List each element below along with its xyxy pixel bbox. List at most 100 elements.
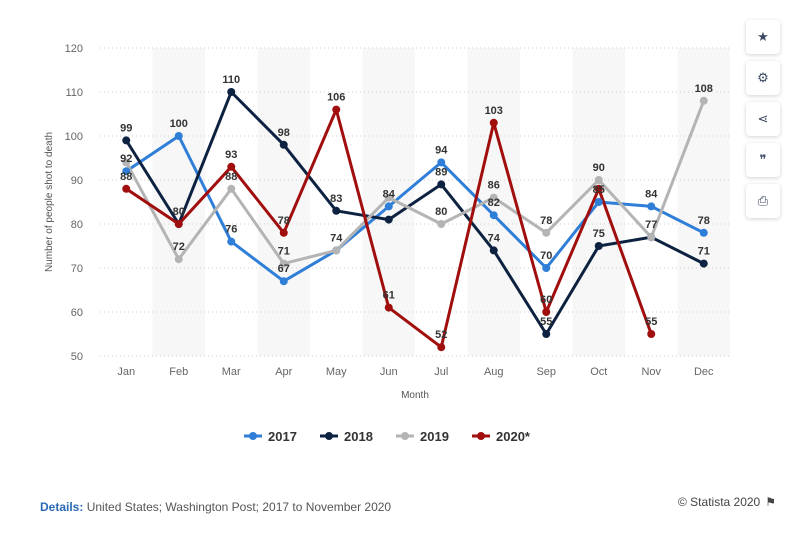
data-point[interactable] xyxy=(174,220,183,228)
y-tick-label: 110 xyxy=(65,87,83,99)
data-label: 84 xyxy=(383,188,396,200)
data-point[interactable] xyxy=(542,264,551,272)
y-tick-label: 60 xyxy=(71,307,83,319)
data-point[interactable] xyxy=(122,167,131,176)
x-tick-label: Oct xyxy=(590,366,607,378)
legend-swatch-marker xyxy=(401,432,409,440)
footer-details: Details: United States; Washington Post;… xyxy=(40,500,391,514)
data-point[interactable] xyxy=(542,308,551,316)
data-point[interactable] xyxy=(384,303,393,312)
data-label: 77 xyxy=(645,219,657,231)
data-point[interactable] xyxy=(122,184,131,193)
x-tick-label: Jan xyxy=(117,366,135,378)
data-point[interactable] xyxy=(489,118,498,127)
data-point[interactable] xyxy=(647,233,656,242)
data-point[interactable] xyxy=(227,184,236,193)
data-point[interactable] xyxy=(332,246,341,255)
data-point[interactable] xyxy=(699,228,708,237)
details-text: United States; Washington Post; 2017 to … xyxy=(86,500,392,514)
data-label: 60 xyxy=(540,294,552,306)
data-label: 67 xyxy=(278,263,290,275)
legend-swatch-marker xyxy=(249,432,257,440)
data-label: 70 xyxy=(540,250,552,262)
data-point[interactable] xyxy=(332,206,341,215)
data-point[interactable] xyxy=(437,180,446,189)
series-line-2018 xyxy=(124,90,705,336)
data-label: 74 xyxy=(488,232,501,244)
data-point[interactable] xyxy=(542,330,551,338)
legend-item-2017[interactable]: 2017 xyxy=(244,429,297,444)
legend-item-2018[interactable]: 2018 xyxy=(320,429,373,444)
data-point[interactable] xyxy=(227,162,236,171)
star-icon: ★ xyxy=(757,29,769,44)
data-point[interactable] xyxy=(384,202,393,211)
details-label: Details: xyxy=(40,500,84,514)
data-label: 61 xyxy=(383,290,395,302)
print-button[interactable]: ⎙ xyxy=(746,184,780,218)
data-label: 71 xyxy=(698,246,710,258)
data-point[interactable] xyxy=(489,193,498,202)
data-point[interactable] xyxy=(594,242,603,250)
data-point[interactable] xyxy=(174,255,183,264)
legend-item-2020[interactable]: 2020* xyxy=(472,429,531,444)
data-point[interactable] xyxy=(332,105,341,114)
quote-button[interactable]: ❞ xyxy=(746,143,780,177)
data-label: 85 xyxy=(593,184,605,196)
legend-label: 2018 xyxy=(344,429,373,444)
chart-toolbar: ★ ⚙ ⋖ ❞ ⎙ xyxy=(746,20,782,225)
legend-label: 2019 xyxy=(420,429,449,444)
data-point[interactable] xyxy=(542,228,551,237)
data-label: 78 xyxy=(278,215,290,227)
data-label: 93 xyxy=(225,149,237,161)
series-line-2017 xyxy=(125,134,705,283)
data-label: 89 xyxy=(435,166,447,178)
data-point[interactable] xyxy=(647,330,656,338)
data-label: 75 xyxy=(593,228,605,240)
data-point[interactable] xyxy=(279,140,288,149)
y-tick-label: 100 xyxy=(65,131,83,143)
data-label: 92 xyxy=(120,153,132,165)
data-label: 74 xyxy=(330,232,343,244)
print-icon: ⎙ xyxy=(757,193,769,208)
data-point[interactable] xyxy=(384,215,393,224)
data-label: 103 xyxy=(485,105,503,117)
data-label: 82 xyxy=(488,197,500,209)
data-point[interactable] xyxy=(699,259,708,268)
data-point[interactable] xyxy=(437,158,446,167)
data-point[interactable] xyxy=(647,202,656,211)
data-point[interactable] xyxy=(122,136,131,145)
x-tick-label: Aug xyxy=(484,366,504,378)
data-label: 100 xyxy=(170,118,188,130)
data-point[interactable] xyxy=(227,237,236,246)
data-point[interactable] xyxy=(227,88,236,96)
data-point[interactable] xyxy=(279,259,288,268)
data-label: 88 xyxy=(225,171,237,183)
data-point[interactable] xyxy=(122,158,131,167)
data-point[interactable] xyxy=(279,277,288,286)
data-point[interactable] xyxy=(489,211,498,220)
y-tick-label: 70 xyxy=(71,263,83,275)
data-label: 80 xyxy=(173,206,185,218)
data-label: 84 xyxy=(645,188,658,200)
data-label: 98 xyxy=(278,127,290,139)
legend-label: 2017 xyxy=(268,429,297,444)
statista-credit[interactable]: © Statista 2020 ⚑ xyxy=(678,495,776,509)
star-button[interactable]: ★ xyxy=(746,20,780,54)
data-point[interactable] xyxy=(279,228,288,237)
data-point[interactable] xyxy=(594,176,603,184)
data-point[interactable] xyxy=(489,246,498,255)
data-point[interactable] xyxy=(594,198,603,206)
data-point[interactable] xyxy=(594,184,603,193)
gear-button[interactable]: ⚙ xyxy=(746,61,780,95)
legend-item-2019[interactable]: 2019 xyxy=(396,429,449,444)
data-point[interactable] xyxy=(384,193,393,202)
data-point[interactable] xyxy=(699,96,708,105)
gear-icon: ⚙ xyxy=(757,70,769,85)
share-button[interactable]: ⋖ xyxy=(746,102,780,136)
credit-text: © Statista 2020 xyxy=(678,495,761,509)
data-label: 76 xyxy=(225,224,237,236)
data-point[interactable] xyxy=(437,220,446,228)
data-point[interactable] xyxy=(174,132,183,140)
data-point[interactable] xyxy=(437,343,446,352)
